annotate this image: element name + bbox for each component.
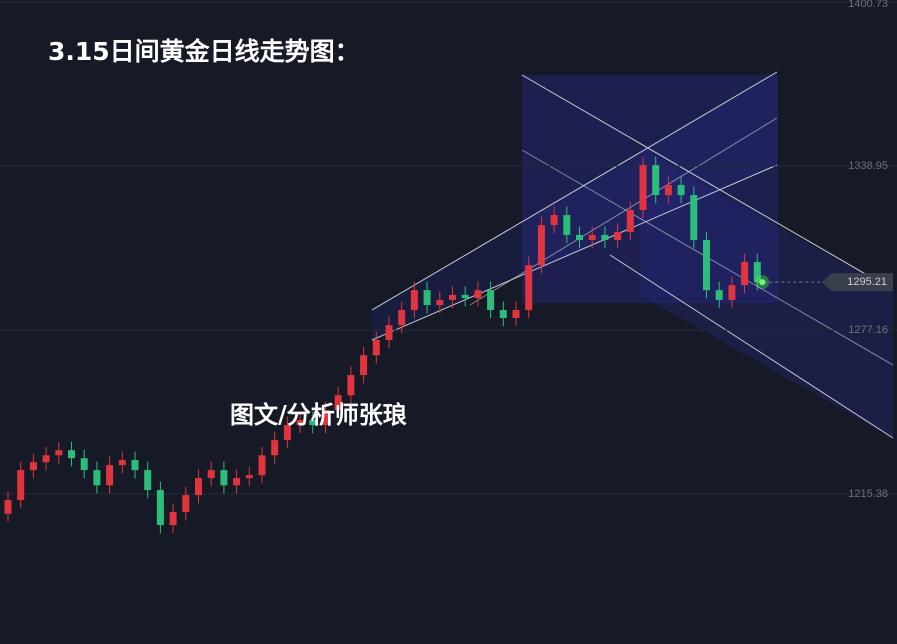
candle-body (258, 455, 266, 476)
candle-body (106, 465, 114, 486)
channel-line (469, 117, 778, 306)
candle-body (525, 265, 533, 311)
candle-body (29, 462, 37, 471)
candle-body (626, 209, 634, 233)
candle-body (169, 512, 177, 526)
candle-body (245, 475, 253, 479)
candle-body (461, 294, 469, 299)
candle-body (156, 490, 164, 526)
y-tick-label: 1338.95 (848, 160, 888, 172)
candle-body (690, 195, 698, 240)
candle-body (474, 290, 482, 299)
candle-body (436, 299, 444, 306)
candle-body (309, 419, 317, 425)
candle-body (576, 234, 583, 240)
channel-line (371, 71, 778, 311)
candle-body (233, 478, 241, 486)
candle-body (220, 470, 228, 486)
y-tick-label: 1215.38 (848, 488, 888, 500)
candle-body (207, 470, 215, 479)
candle-body (715, 290, 723, 300)
candle-body (664, 185, 672, 196)
candle-body (347, 375, 355, 396)
candle-body (741, 262, 749, 286)
last-price-tag (822, 273, 893, 292)
candle-body (563, 215, 571, 235)
y-tick-label: 1400.73 (848, 0, 888, 10)
candle-body (677, 185, 685, 196)
channel-box (522, 75, 778, 303)
candle-body (398, 310, 406, 326)
candle-body (195, 478, 202, 496)
candle-body (296, 419, 304, 425)
channel-line (521, 74, 894, 291)
candle-body (334, 395, 342, 411)
candle-body (652, 165, 660, 196)
candle-body (80, 458, 88, 471)
candle-body (42, 455, 50, 463)
candle-body (588, 234, 596, 240)
candle-body (283, 424, 291, 441)
chart-title: 3.15日间黄金日线走势图： (48, 37, 360, 66)
candle-body (487, 290, 495, 311)
channel-line (609, 254, 894, 439)
candle-body (322, 410, 329, 425)
candle-body (271, 440, 279, 456)
candle-body (68, 450, 75, 459)
channel-area (640, 150, 893, 438)
candle-body (410, 290, 418, 311)
last-price-dot (759, 279, 766, 286)
candle-body (4, 500, 12, 514)
candle-body (449, 294, 456, 300)
candle-body (360, 355, 368, 376)
candle-body (550, 215, 558, 226)
candle-body (423, 290, 431, 306)
channel-area (372, 72, 777, 340)
candle-body (512, 310, 520, 319)
candle-body (55, 450, 63, 456)
candle-body (499, 310, 507, 319)
candle-body (614, 232, 622, 240)
candle-body (728, 285, 736, 300)
candle-body (639, 165, 647, 210)
y-tick-label: 1277.16 (848, 324, 888, 336)
candle-body (385, 325, 393, 341)
candle-body (93, 470, 101, 486)
candle-body (753, 262, 761, 283)
candle-body (131, 460, 139, 471)
plot: 1400.73 1338.95 1277.16 1215.38 1295.21 (0, 0, 897, 534)
candle-body (182, 495, 190, 513)
candle-body (703, 239, 710, 291)
watermark: 图文/分析师张琅 (230, 400, 407, 429)
candle-body (144, 470, 152, 491)
candle-body (601, 234, 609, 240)
last-price-label: 1295.21 (847, 276, 887, 288)
candle-body (17, 470, 25, 501)
candle-body (537, 225, 545, 266)
candle-body (118, 460, 126, 466)
candle-body (372, 340, 380, 356)
